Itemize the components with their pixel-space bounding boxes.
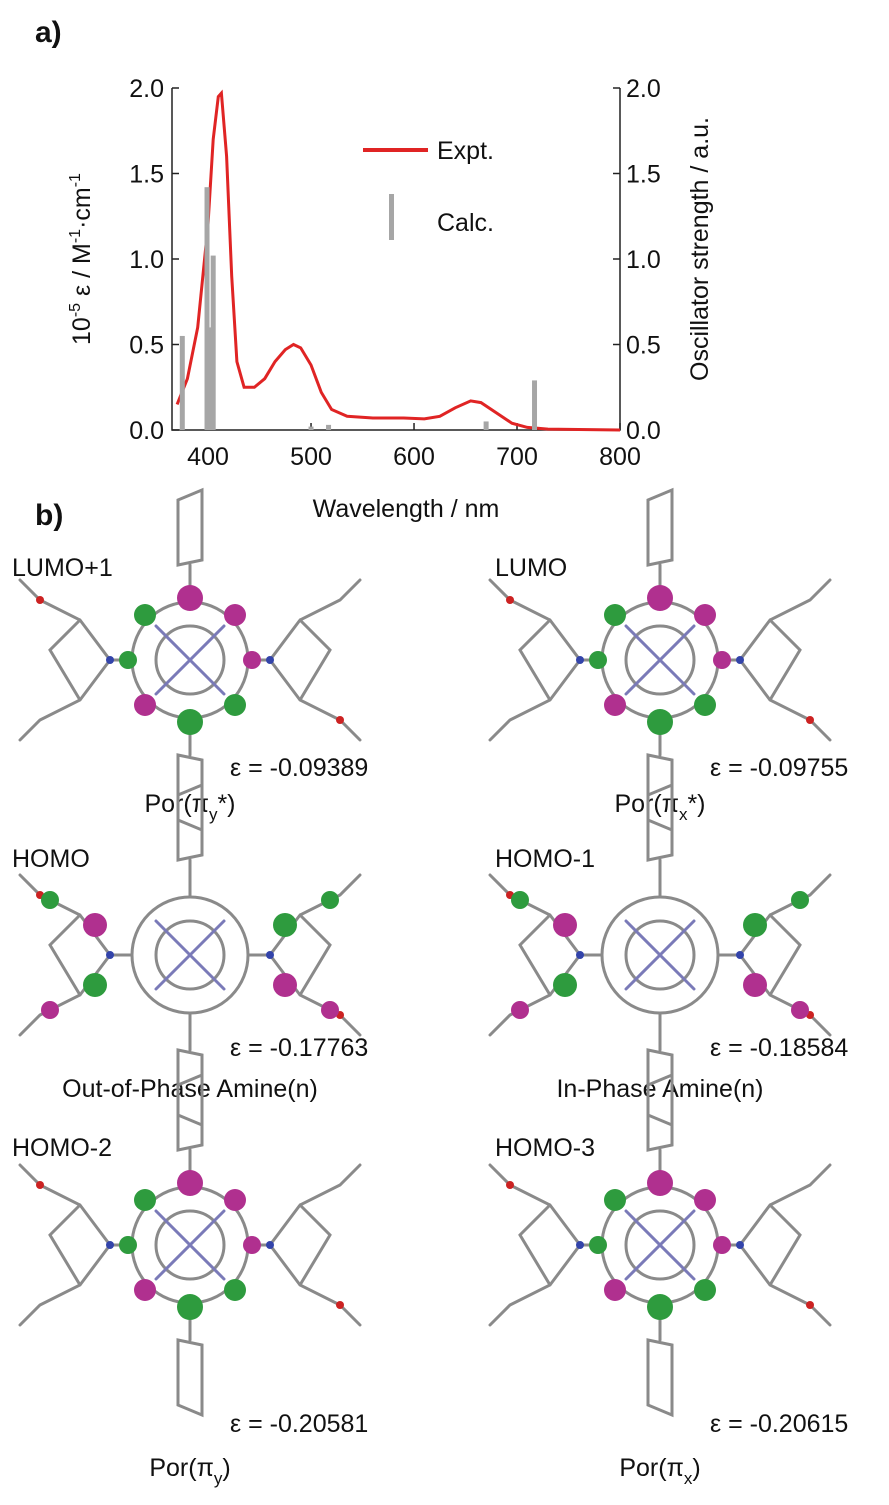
chart: 0.0 0.5 1.0 1.5 2.0 0.0 0.5 1.0 1.5 2.0 400 500 600 7… [67, 75, 714, 523]
orbital-energy: ε = -0.09389 [230, 754, 368, 782]
orbital-label: HOMO-1 [495, 845, 595, 873]
expt-line [177, 93, 620, 430]
x-tick-label: 400 [187, 443, 229, 471]
y-axis-label-part: -1 [67, 229, 84, 243]
orbital-energy: ε = -0.20581 [230, 1410, 368, 1438]
y-tick-label: 0.0 [129, 417, 164, 445]
orbital-energy: ε = -0.17763 [230, 1034, 368, 1062]
legend-label: Calc. [437, 209, 494, 237]
y-tick-label: 0.5 [129, 332, 164, 360]
calc-bar [326, 425, 331, 430]
molecule [20, 1075, 360, 1415]
orbital-character-part: ) [222, 1454, 230, 1482]
orbital-label: HOMO-2 [12, 1134, 112, 1162]
orbital-character-part: *) [687, 790, 705, 818]
orbital-character-part: Por(π [149, 1454, 213, 1482]
y2-tick-label: 0.5 [626, 332, 661, 360]
y-axis-label-part: -1 [67, 173, 84, 187]
x-axis-label: Wavelength / nm [313, 495, 500, 523]
legend-swatch [389, 194, 394, 240]
orbital-label: LUMO+1 [12, 554, 113, 582]
y2-tick-label: 2.0 [626, 75, 661, 103]
y-tick-label: 2.0 [129, 75, 164, 103]
y-axis-label-part: ·cm [68, 187, 96, 229]
y-axis-label-part: -5 [67, 303, 84, 317]
calc-bar [180, 336, 185, 430]
y2-tick-label: 1.0 [626, 246, 661, 274]
x-tick-label: 600 [393, 443, 435, 471]
y2-axis-label: Oscillator strength / a.u. [686, 117, 714, 381]
y-tick-label: 1.5 [129, 161, 164, 189]
panel-label: b) [35, 499, 63, 532]
orbital-panel: LUMO+1 ε = -0.09389 Por(πy*) LUMO ε = -0.097… [12, 490, 848, 1488]
x-tick-label: 800 [599, 443, 641, 471]
calc-bar [532, 380, 537, 430]
orbital-label: HOMO [12, 845, 90, 873]
axis-line [172, 88, 620, 430]
x-tick-label: 500 [290, 443, 332, 471]
orbital-label: HOMO-3 [495, 1134, 595, 1162]
orbital-character: Por(πy) [149, 1454, 230, 1488]
calc-bar [484, 421, 489, 430]
orbital-character-part: Por(π [619, 1454, 683, 1482]
orbital-character: Por(πx*) [614, 790, 705, 824]
orbital-character: Por(πx) [619, 1454, 700, 1488]
orbital-energy: ε = -0.18584 [710, 1034, 848, 1062]
y-axis-label-part: 10 [68, 317, 96, 345]
y2-tick-label: 1.5 [626, 161, 661, 189]
orbital-character-part: *) [217, 790, 235, 818]
molecule [490, 1075, 830, 1415]
orbital-character: Por(πy*) [144, 790, 235, 824]
x-tick-label: 700 [496, 443, 538, 471]
legend-label: Expt. [437, 137, 494, 165]
y2-tick-label: 0.0 [626, 417, 661, 445]
calc-bar [309, 427, 314, 430]
y-axis-label: 10-5 ε / M-1·cm-1 [67, 173, 96, 345]
panel-label: a) [35, 16, 62, 49]
y-axis-label-part: ε / M [68, 243, 96, 303]
orbital-label: LUMO [495, 554, 567, 582]
orbital-character-part: ) [692, 1454, 700, 1482]
calc-bar [211, 256, 216, 430]
y-tick-label: 1.0 [129, 246, 164, 274]
molecule [20, 785, 360, 1125]
orbital-energy: ε = -0.09755 [710, 754, 848, 782]
figure: a) b) 0.0 0.5 1.0 1.5 2.0 0.0 0.5 1.0 1.5 2.0 400 5… [0, 0, 889, 1505]
orbital-energy: ε = -0.20615 [710, 1410, 848, 1438]
molecule [490, 785, 830, 1125]
